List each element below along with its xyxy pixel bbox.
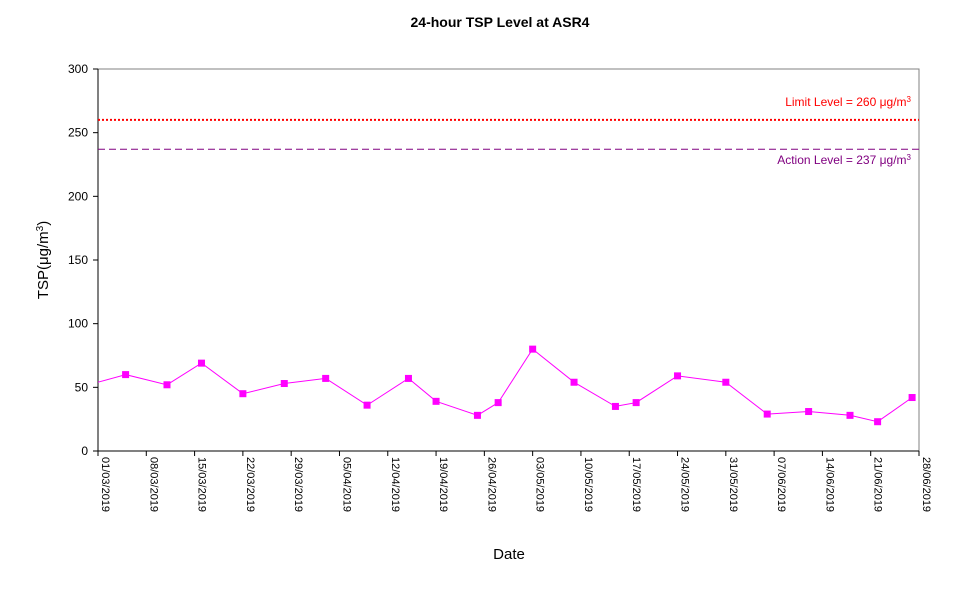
tsp-data-point	[722, 378, 730, 386]
tsp-data-point	[632, 399, 640, 407]
y-tick-label: 0	[81, 444, 88, 458]
y-tick-label: 150	[68, 253, 88, 267]
x-axis-label: Date	[493, 546, 525, 563]
tsp-data-point	[404, 374, 412, 382]
tsp-data-point	[197, 359, 205, 367]
limit-label-sup: 3	[907, 94, 912, 103]
y-axis: 0 50 100 150 200 250 300	[68, 62, 99, 458]
action-label-mu: μ	[880, 153, 887, 167]
tsp-data-point	[363, 401, 371, 409]
y-tick-label: 50	[75, 380, 89, 394]
limit-label-mu: μ	[880, 95, 887, 109]
x-tick-label: 31/05/2019	[727, 457, 739, 512]
tsp-data-point	[763, 410, 771, 418]
tsp-data-point	[908, 394, 916, 402]
y-tick-label: 100	[68, 317, 88, 331]
tsp-data-point	[280, 380, 288, 388]
y-axis-label-close: )	[35, 221, 52, 226]
tsp-series-line	[97, 348, 913, 423]
x-tick-label: 29/03/2019	[292, 457, 304, 512]
x-tick-label: 05/04/2019	[340, 457, 352, 512]
x-tick-label: 17/05/2019	[630, 457, 642, 512]
limit-label-unit: g/m	[887, 95, 907, 109]
tsp-data-point	[494, 399, 502, 407]
tsp-data-point	[846, 411, 854, 419]
x-tick-label: 24/05/2019	[679, 457, 691, 512]
tsp-data-point	[163, 381, 171, 389]
x-tick-label: 15/03/2019	[196, 457, 208, 512]
tsp-data-point	[611, 402, 619, 410]
y-axis-label-mu: μ	[35, 256, 52, 265]
limit-level-label: Limit Level = 260 μg/m3	[785, 94, 911, 109]
tsp-data-point	[529, 345, 537, 353]
tsp-data-point	[473, 411, 481, 419]
y-tick-label: 300	[68, 62, 88, 76]
tsp-data-point	[239, 390, 247, 398]
tsp-data-point	[674, 372, 682, 380]
tsp-data-point	[874, 418, 882, 426]
tsp-data-point	[432, 397, 440, 405]
y-tick-label: 250	[68, 126, 88, 140]
action-label-text: Action Level = 237	[777, 153, 879, 167]
tsp-data-point	[805, 408, 813, 416]
x-tick-label: 22/03/2019	[244, 457, 256, 512]
x-tick-label: 12/04/2019	[389, 457, 401, 512]
x-tick-label: 08/03/2019	[147, 457, 159, 512]
series-layer	[97, 345, 916, 426]
x-tick-label: 28/06/2019	[920, 457, 932, 512]
y-tick-label: 200	[68, 189, 88, 203]
x-tick-label: 01/03/2019	[99, 457, 111, 512]
x-tick-label: 10/05/2019	[582, 457, 594, 512]
plot-area-frame	[97, 68, 920, 452]
y-axis-label-unit: g/m	[35, 231, 52, 256]
y-axis-label-base: TSP(	[35, 265, 52, 299]
action-label-sup: 3	[907, 153, 912, 162]
x-tick-label: 21/06/2019	[872, 457, 884, 512]
tsp-data-point	[570, 378, 578, 386]
tsp-data-point	[122, 371, 130, 379]
y-axis-label: TSP(μg/m3)	[35, 221, 53, 299]
chart-title: 24-hour TSP Level at ASR4	[411, 14, 590, 30]
x-tick-label: 07/06/2019	[775, 457, 787, 512]
y-axis-label-sup: 3	[35, 225, 46, 231]
limit-label-text: Limit Level = 260	[785, 95, 879, 109]
tsp-data-point	[322, 374, 330, 382]
x-axis: 01/03/2019 08/03/2019 15/03/2019 22/03/2019…	[97, 450, 932, 512]
action-level-label: Action Level = 237 μg/m3	[777, 153, 911, 168]
action-label-unit: g/m	[887, 153, 907, 167]
x-tick-label: 19/04/2019	[437, 457, 449, 512]
x-tick-label: 26/04/2019	[485, 457, 497, 512]
x-tick-label: 14/06/2019	[823, 457, 835, 512]
x-tick-label: 03/05/2019	[534, 457, 546, 512]
